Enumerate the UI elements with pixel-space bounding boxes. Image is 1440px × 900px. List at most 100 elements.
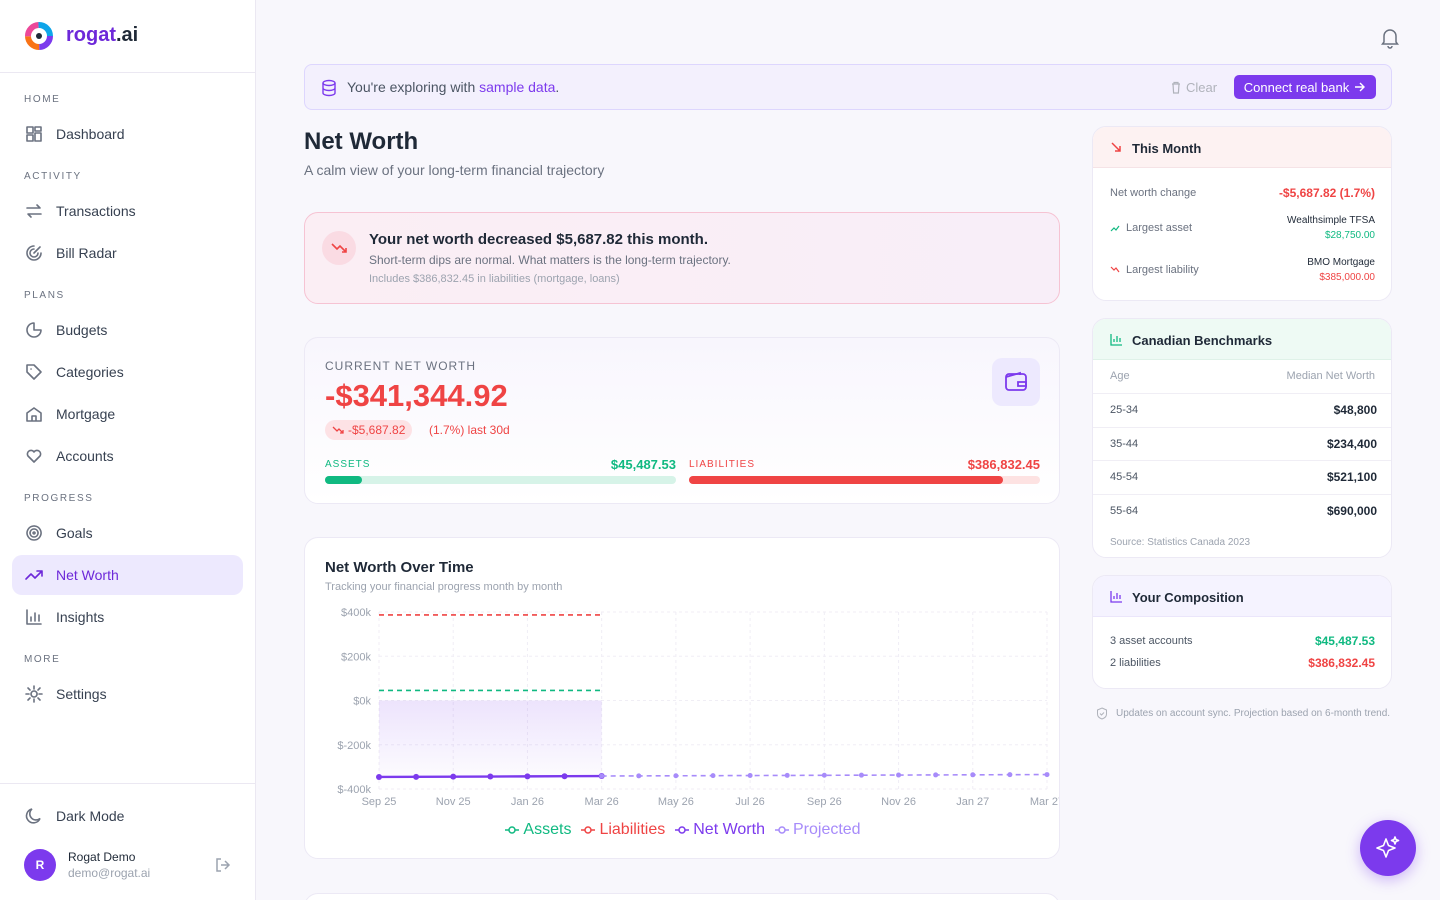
card-title: Canadian Benchmarks xyxy=(1132,333,1273,348)
point xyxy=(933,772,939,778)
notifications-button[interactable] xyxy=(1380,27,1400,49)
nav-item[interactable]: Categories xyxy=(12,352,243,392)
point xyxy=(970,772,976,778)
clear-label: Clear xyxy=(1186,80,1218,95)
assets-label: ASSETS xyxy=(325,459,371,470)
dark-mode-toggle[interactable]: Dark Mode xyxy=(24,806,124,826)
change-chip: -$5,687.82 xyxy=(325,420,413,440)
nav-label: Accounts xyxy=(56,448,114,464)
nav-item[interactable]: Dashboard xyxy=(12,114,243,154)
point xyxy=(561,773,568,780)
point xyxy=(1007,772,1013,778)
sample-data-link[interactable]: sample data xyxy=(479,79,556,95)
composition-card: Your Composition 3 asset accounts $45,48… xyxy=(1092,575,1392,689)
summary-value: -$341,344.92 xyxy=(325,378,508,413)
point xyxy=(747,773,753,779)
icon-path xyxy=(26,204,42,218)
nav-label: Categories xyxy=(56,364,124,380)
nav-item[interactable]: Insights xyxy=(12,597,243,637)
nav-section-label: MORE xyxy=(24,654,61,665)
nav-section-label: HOME xyxy=(24,94,61,105)
alert-text: Short-term dips are normal. What matters… xyxy=(369,253,731,267)
point xyxy=(524,773,531,780)
chip-icon xyxy=(332,426,344,434)
icon-path xyxy=(25,570,43,580)
nav-item[interactable]: Bill Radar xyxy=(12,233,243,273)
trend-down-icon xyxy=(322,231,356,265)
nav-label: Net Worth xyxy=(56,567,119,583)
x-tick-label: Nov 25 xyxy=(436,796,471,808)
clear-button[interactable]: Clear xyxy=(1170,80,1217,95)
nav-icon xyxy=(26,525,42,541)
icon-path xyxy=(26,609,42,625)
card-title: Your Composition xyxy=(1132,590,1244,605)
user-name: Rogat Demo xyxy=(68,850,136,864)
legend-item[interactable]: Liabilities xyxy=(581,821,665,839)
x-tick-label: Nov 26 xyxy=(881,796,916,808)
benchmark-row: 55-64 $690,000 xyxy=(1093,493,1391,528)
legend-item[interactable]: Assets xyxy=(505,821,571,839)
logo-icon xyxy=(25,22,53,50)
y-tick-label: $0k xyxy=(353,696,371,708)
icon-path xyxy=(26,245,42,261)
x-tick-label: Sep 25 xyxy=(362,796,397,808)
nav-item[interactable]: Mortgage xyxy=(12,394,243,434)
logo[interactable]: rogat.ai xyxy=(0,0,255,73)
row-value: $28,750.00 xyxy=(1324,230,1375,241)
point xyxy=(413,773,420,780)
nav-icon xyxy=(26,449,42,463)
nav-label: Transactions xyxy=(56,203,136,219)
area xyxy=(379,700,602,777)
moon-icon xyxy=(25,808,41,824)
summary-label: CURRENT NET WORTH xyxy=(325,359,477,373)
nav: HOME Dashboard ACTIVITY Transactions Bill Ra… xyxy=(12,88,243,714)
card-header: Canadian Benchmarks xyxy=(1093,319,1391,360)
y-tick-label: $400k xyxy=(341,607,371,619)
legend-item[interactable]: Projected xyxy=(774,821,861,839)
alert-title: Your net worth decreased $5,687.82 this … xyxy=(369,231,708,248)
x-tick-label: Jul 26 xyxy=(735,796,764,808)
legend-item[interactable]: Net Worth xyxy=(675,821,765,839)
y-tick-label: $-200k xyxy=(337,740,371,752)
benchmark-row: 35-44 $234,400 xyxy=(1093,426,1391,461)
nav-item[interactable]: Goals xyxy=(12,513,243,553)
legend-icon xyxy=(581,826,596,834)
nav-icon xyxy=(26,245,42,261)
wallet-icon xyxy=(992,358,1040,406)
assistant-button[interactable] xyxy=(1360,820,1416,876)
nav-item[interactable]: Accounts xyxy=(12,436,243,476)
point xyxy=(636,773,642,779)
nav-item[interactable]: Net Worth xyxy=(12,555,243,595)
nav-item[interactable]: Budgets xyxy=(12,310,243,350)
banner-prefix: You're exploring with xyxy=(347,79,480,95)
row-label: Net worth change xyxy=(1110,187,1197,199)
median: $521,100 xyxy=(1326,470,1377,484)
row-label: Largest liability xyxy=(1126,264,1199,276)
dark-mode-label: Dark Mode xyxy=(56,808,125,824)
point xyxy=(710,773,716,779)
liabilities-track xyxy=(689,476,1040,484)
nav-item[interactable]: Settings xyxy=(12,674,243,714)
icon-path xyxy=(25,685,43,703)
row-value: $385,000.00 xyxy=(1319,272,1375,283)
nav-section: HOME Dashboard xyxy=(12,88,243,154)
liabilities-label: LIABILITIES xyxy=(689,459,756,470)
net-worth-summary-card: CURRENT NET WORTH -$341,344.92 -$5,687.8… xyxy=(304,337,1060,504)
icon-path xyxy=(26,449,42,463)
nav-section-label: PLANS xyxy=(24,290,65,301)
y-tick-label: $-400k xyxy=(337,784,371,796)
nav-label: Mortgage xyxy=(56,406,116,422)
legend-dot xyxy=(678,826,686,834)
connect-bank-button[interactable]: Connect real bank xyxy=(1234,75,1376,99)
brand-name: rogat xyxy=(66,24,116,46)
nav-icon xyxy=(26,364,42,380)
nav-section: PROGRESS Goals Net Worth Insights xyxy=(12,487,243,637)
chart-title: Net Worth Over Time xyxy=(325,559,474,576)
logout-button[interactable] xyxy=(214,856,232,874)
row-value: $386,832.45 xyxy=(1308,656,1375,670)
assets-bar xyxy=(325,476,362,484)
this-month-card: This Month Net worth change -$5,687.82 (… xyxy=(1092,126,1392,301)
point xyxy=(450,773,457,780)
nav-item[interactable]: Transactions xyxy=(12,191,243,231)
